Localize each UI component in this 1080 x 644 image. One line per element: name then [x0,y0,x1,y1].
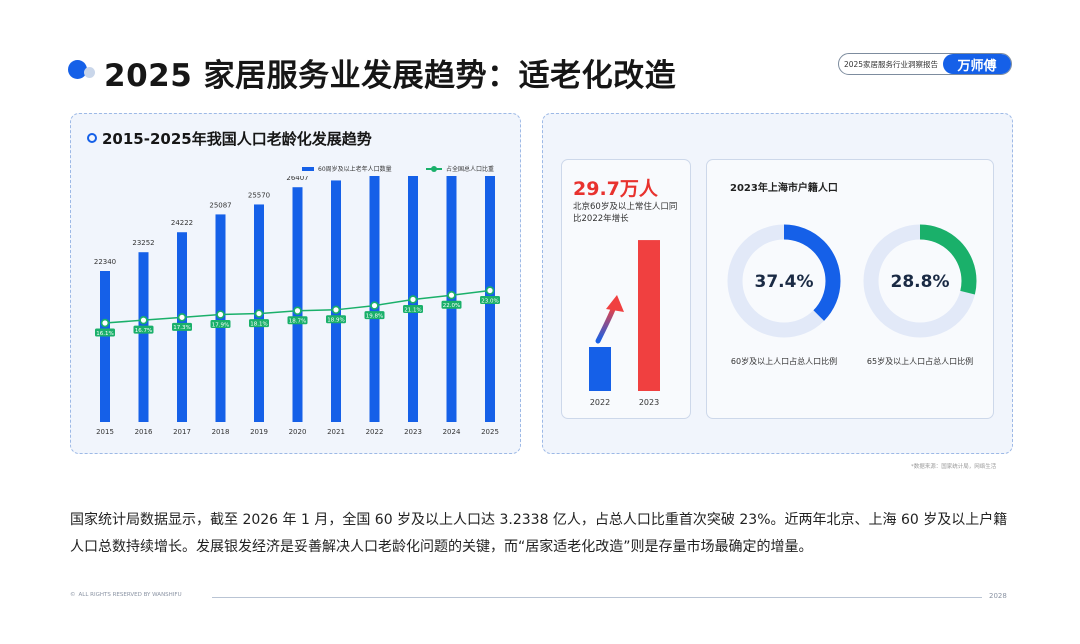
legend-bar-swatch [302,167,314,171]
ratio-label: 19.8% [366,313,383,319]
x-tick-label: 2022 [366,428,384,436]
footer-copyright: © ALL RIGHTS RESERVED BY WANSHIFU [70,592,182,598]
x-tick-label: 2019 [250,428,268,436]
ratio-label: 18.7% [289,319,306,325]
donut-value-label: 28.8% [891,272,950,292]
summary-paragraph: 国家统计局数据显示，截至 2026 年 1 月，全国 60 岁及以上人口达 3.… [70,512,1008,555]
ratio-label: 22.0% [443,303,460,309]
beijing-growth-chart: 2022 2023 [589,240,660,407]
growth-bar-2022 [589,347,611,391]
report-name: 2025家居服务行业洞察报告 [843,59,939,69]
ratio-label: 23.0% [481,298,498,304]
title-dot-shadow-icon [84,67,95,78]
legend-line-label: 占全国总人口比重 [446,166,495,173]
ratio-label-bg [133,325,154,334]
x-tick-label: 2025 [481,428,499,436]
donut-60-plus: 37.4% [727,224,841,338]
ratio-point [408,295,418,304]
ratio-point [139,315,148,325]
ratio-label-bg [441,300,462,309]
bar-value-label: 23252 [132,239,154,247]
x-tick-label: 2018 [212,428,230,436]
shanghai-title: 2023年上海市户籍人口 [730,183,838,194]
ratio-label-bg [287,316,308,325]
growth-bar-2023 [638,240,660,391]
x-tick-label: 2015 [96,428,114,436]
ratio-point [254,309,264,318]
bar-value-label: 22340 [94,258,116,266]
donut-60-plus-caption: 60岁及以上人口占总人口比例 [730,357,838,366]
bar-value-label: 25087 [209,201,231,209]
ratio-label: 17.3% [173,325,190,331]
ratio-point [370,301,379,310]
x-tick-label: 2017 [173,428,191,436]
ratio-label-bg [403,304,423,313]
ratio-label-bg [480,296,500,305]
ratio-label: 18.9% [327,318,344,324]
ratio-point [177,313,187,322]
ratio-point [293,306,302,315]
donut-65-plus-caption: 65岁及以上人口占总人口比例 [866,357,974,366]
x-tick-label: 2021 [327,428,345,436]
ratio-label: 16.7% [135,328,152,334]
donut-arc [863,224,977,338]
bar-2020 [292,187,303,422]
ratio-label-bg [326,315,346,324]
ratio-label-bg [210,320,231,329]
ratio-label: 16.1% [96,331,113,337]
ratio-label-bg [95,328,115,337]
growth-arrow-head-icon [606,295,624,312]
x-tick-label: 2020 [289,428,307,436]
aging-trend-chart: 22340 2015 23252 2016 24222 2017 25087 2018 2557… [94,176,500,436]
x-tick-label: 2016 [135,428,153,436]
donut-arc [727,224,841,338]
bar-value-label: 24222 [171,219,193,227]
bar-2015 [100,271,110,422]
shanghai-panel [706,159,994,419]
title-dot-icon [68,60,87,79]
brand-logo: 万师傅 [943,54,1011,74]
bar-2022 [369,176,380,422]
ratio-point [331,305,341,315]
copyright-icon: © [70,592,76,598]
growth-x-label: 2022 [590,398,610,407]
ratio-point [100,318,110,328]
ratio-label: 21.1% [404,307,421,313]
bar-value-label: 25570 [248,191,270,199]
footer-year: 2028 [989,592,1007,600]
page-title: 2025 家居服务业发展趋势：适老化改造 [104,58,677,94]
growth-arrow-icon [595,304,617,344]
growth-x-label: 2023 [639,398,659,407]
x-tick-label: 2023 [404,428,422,436]
ratio-label: 18.1% [250,321,267,327]
growth-description: 北京60岁及以上常住人口同比2022年增长 [573,202,678,224]
bar-2021 [331,180,341,422]
ratio-point [447,291,456,300]
ratio-label-bg [172,322,192,331]
legend-bar-label: 60周岁及以上老年人口数量 [318,166,392,173]
growth-value: 29.7万人 [573,178,658,200]
ratio-point [216,310,225,319]
copyright-text: ALL RIGHTS RESERVED BY WANSHIFU [78,592,182,598]
bar-value-label: 26407 [286,176,308,182]
ratio-label-bg [249,319,269,328]
ratio-label-bg [364,311,385,320]
brand-badge: 2025家居服务行业洞察报告 万师傅 [838,53,1012,75]
donut-65-plus: 28.8% [863,224,977,338]
chart-title: 2015-2025年我国人口老龄化发展趋势 [102,130,372,148]
bar-2016 [138,252,149,422]
beijing-growth-panel [561,159,691,419]
ratio-point [485,286,495,295]
donut-value-label: 37.4% [755,272,814,292]
footer-divider [212,597,982,598]
ratio-label: 17.9% [212,322,229,328]
ring-bullet-icon [87,133,97,143]
data-source-note: *数据来源：国家统计局，网络生活 [911,464,997,470]
x-tick-label: 2024 [443,428,461,436]
legend-line-dot [431,166,437,172]
